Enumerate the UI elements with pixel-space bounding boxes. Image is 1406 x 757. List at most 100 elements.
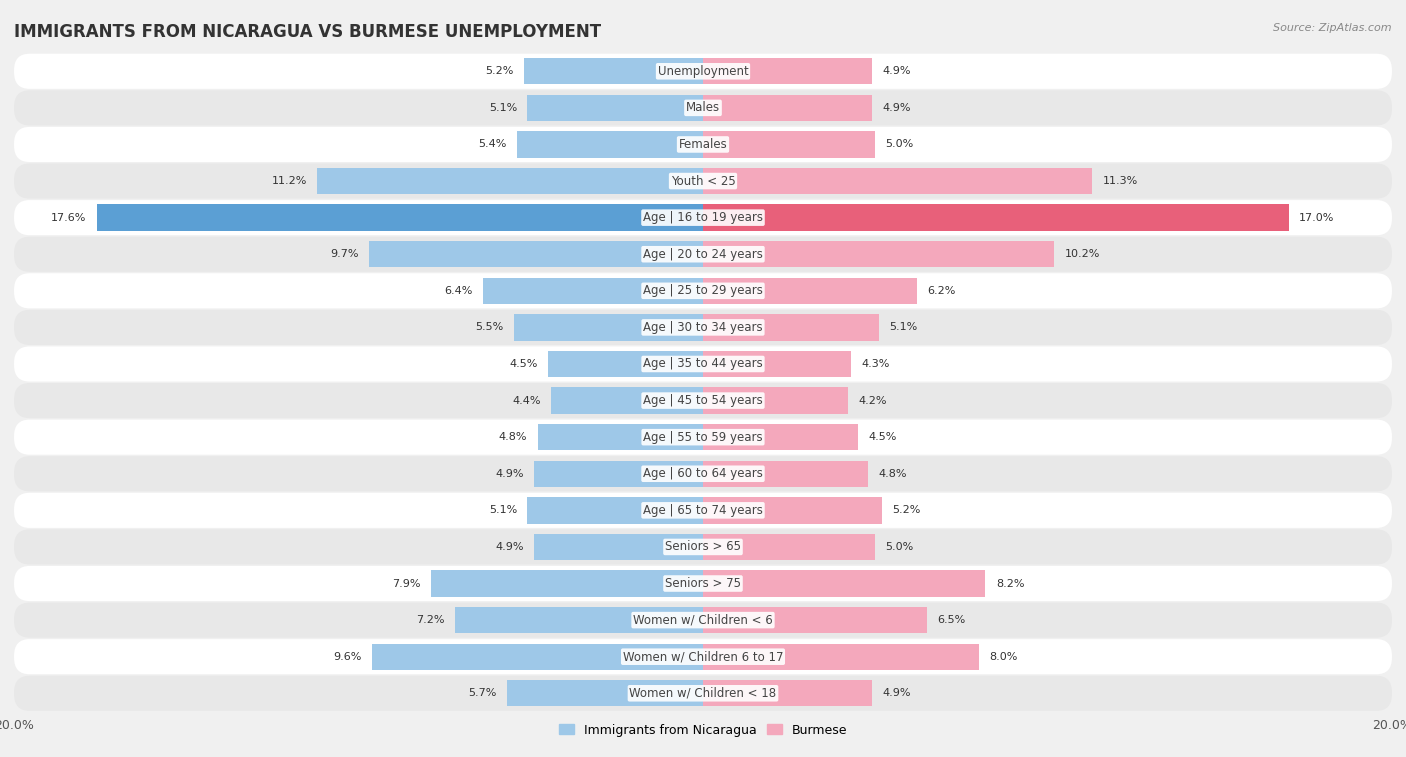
FancyBboxPatch shape [14, 237, 1392, 272]
Bar [703, 350, 851, 377]
Text: 5.7%: 5.7% [468, 688, 496, 698]
Text: 4.9%: 4.9% [495, 469, 524, 478]
FancyBboxPatch shape [14, 54, 1392, 89]
Text: 6.2%: 6.2% [927, 286, 955, 296]
Text: 11.3%: 11.3% [1102, 176, 1137, 186]
Text: Age | 20 to 24 years: Age | 20 to 24 years [643, 248, 763, 260]
Bar [703, 95, 872, 121]
Text: 5.2%: 5.2% [893, 506, 921, 516]
Bar [551, 388, 703, 414]
FancyBboxPatch shape [14, 200, 1392, 235]
Bar [373, 643, 703, 670]
Text: 6.4%: 6.4% [444, 286, 472, 296]
Bar [318, 168, 703, 195]
Text: Age | 16 to 19 years: Age | 16 to 19 years [643, 211, 763, 224]
FancyBboxPatch shape [14, 456, 1392, 491]
Text: 5.1%: 5.1% [489, 506, 517, 516]
Bar [703, 570, 986, 597]
Text: Seniors > 75: Seniors > 75 [665, 577, 741, 590]
Text: Source: ZipAtlas.com: Source: ZipAtlas.com [1274, 23, 1392, 33]
Bar [482, 278, 703, 304]
Bar [534, 534, 703, 560]
Text: 5.0%: 5.0% [886, 139, 914, 149]
FancyBboxPatch shape [14, 566, 1392, 601]
Text: Age | 35 to 44 years: Age | 35 to 44 years [643, 357, 763, 370]
Text: 11.2%: 11.2% [271, 176, 307, 186]
Text: Seniors > 65: Seniors > 65 [665, 540, 741, 553]
Bar [703, 204, 1289, 231]
Bar [703, 534, 875, 560]
Text: Age | 45 to 54 years: Age | 45 to 54 years [643, 394, 763, 407]
Text: 4.5%: 4.5% [869, 432, 897, 442]
Text: 5.0%: 5.0% [886, 542, 914, 552]
Text: 4.8%: 4.8% [879, 469, 907, 478]
Text: Unemployment: Unemployment [658, 65, 748, 78]
FancyBboxPatch shape [14, 419, 1392, 455]
Text: 10.2%: 10.2% [1064, 249, 1099, 259]
Text: 5.1%: 5.1% [889, 322, 917, 332]
FancyBboxPatch shape [14, 676, 1392, 711]
Bar [368, 241, 703, 267]
Text: 6.5%: 6.5% [938, 615, 966, 625]
Text: Women w/ Children < 6: Women w/ Children < 6 [633, 614, 773, 627]
Text: 4.9%: 4.9% [882, 67, 911, 76]
Text: Women w/ Children 6 to 17: Women w/ Children 6 to 17 [623, 650, 783, 663]
Bar [703, 607, 927, 634]
FancyBboxPatch shape [14, 347, 1392, 382]
FancyBboxPatch shape [14, 273, 1392, 308]
Text: Males: Males [686, 101, 720, 114]
Bar [527, 95, 703, 121]
Text: 4.9%: 4.9% [495, 542, 524, 552]
Text: 5.2%: 5.2% [485, 67, 513, 76]
Bar [703, 278, 917, 304]
Bar [527, 497, 703, 524]
Bar [703, 680, 872, 706]
Bar [456, 607, 703, 634]
Bar [703, 58, 872, 85]
Text: 4.5%: 4.5% [509, 359, 537, 369]
Bar [524, 58, 703, 85]
Text: Age | 25 to 29 years: Age | 25 to 29 years [643, 285, 763, 298]
Text: 4.8%: 4.8% [499, 432, 527, 442]
Text: Females: Females [679, 138, 727, 151]
Bar [703, 241, 1054, 267]
Text: 7.9%: 7.9% [392, 578, 420, 588]
Text: 17.6%: 17.6% [51, 213, 86, 223]
FancyBboxPatch shape [14, 529, 1392, 565]
Text: 5.5%: 5.5% [475, 322, 503, 332]
FancyBboxPatch shape [14, 127, 1392, 162]
FancyBboxPatch shape [14, 639, 1392, 674]
Bar [703, 497, 882, 524]
Bar [548, 350, 703, 377]
Bar [537, 424, 703, 450]
Text: 4.4%: 4.4% [513, 396, 541, 406]
Bar [703, 168, 1092, 195]
Bar [703, 424, 858, 450]
FancyBboxPatch shape [14, 603, 1392, 637]
Text: 17.0%: 17.0% [1299, 213, 1334, 223]
Text: Women w/ Children < 18: Women w/ Children < 18 [630, 687, 776, 699]
FancyBboxPatch shape [14, 310, 1392, 345]
Text: 5.1%: 5.1% [489, 103, 517, 113]
FancyBboxPatch shape [14, 493, 1392, 528]
Bar [534, 460, 703, 487]
Text: 9.6%: 9.6% [333, 652, 361, 662]
Bar [517, 131, 703, 157]
Bar [703, 314, 879, 341]
Text: Age | 60 to 64 years: Age | 60 to 64 years [643, 467, 763, 480]
Bar [430, 570, 703, 597]
Bar [703, 131, 875, 157]
Bar [703, 388, 848, 414]
Text: 8.2%: 8.2% [995, 578, 1025, 588]
Text: 4.3%: 4.3% [862, 359, 890, 369]
Text: 5.4%: 5.4% [478, 139, 506, 149]
FancyBboxPatch shape [14, 383, 1392, 418]
Legend: Immigrants from Nicaragua, Burmese: Immigrants from Nicaragua, Burmese [554, 718, 852, 742]
Text: Age | 30 to 34 years: Age | 30 to 34 years [643, 321, 763, 334]
Text: 4.2%: 4.2% [858, 396, 887, 406]
Bar [506, 680, 703, 706]
Bar [703, 643, 979, 670]
Bar [703, 460, 869, 487]
Bar [513, 314, 703, 341]
Text: Age | 65 to 74 years: Age | 65 to 74 years [643, 504, 763, 517]
